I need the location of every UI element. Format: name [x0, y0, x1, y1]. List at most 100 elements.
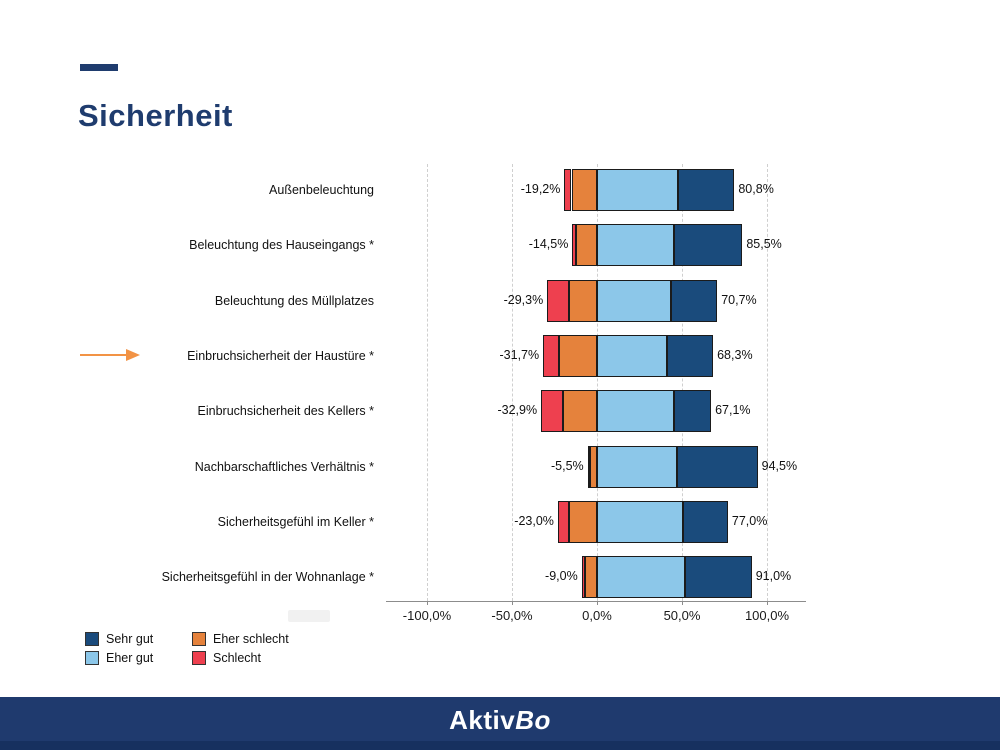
negative-value-label: -31,7% — [499, 348, 540, 363]
x-axis-tick-label: 100,0% — [744, 608, 790, 623]
brand-logo-regular: Aktiv — [449, 705, 516, 735]
bar-segment-schlecht — [572, 224, 576, 267]
x-axis-line — [386, 601, 806, 602]
annotation-arrow-head — [126, 349, 140, 361]
bar-row: Beleuchtung des Müllplatzes -29,3% 70,7% — [0, 279, 1000, 322]
bar-segment-eher-gut — [597, 556, 685, 599]
accent-dash — [80, 64, 118, 71]
bar-row: Nachbarschaftliches Verhältnis * -5,5% 94,… — [0, 445, 1000, 488]
bar-segment-eher-gut — [597, 169, 678, 211]
bar-row: Einbruchsicherheit des Kellers * -32,9% 67… — [0, 390, 1000, 433]
x-axis-tick — [427, 601, 428, 605]
positive-value-label: 77,0% — [731, 514, 768, 529]
bar-segment-sehr-gut — [682, 501, 728, 544]
negative-value-label: -14,5% — [528, 237, 569, 252]
category-label: Sicherheitsgefühl im Keller * — [217, 515, 374, 530]
bar-segment-eher-gut — [597, 445, 677, 488]
bar-segment-schlecht — [587, 445, 591, 488]
negative-value-label: -23,0% — [514, 514, 554, 529]
legend-label: Schlecht — [213, 651, 261, 665]
bar-row: Beleuchtung des Hauseingangs * -14,5% 85,5… — [0, 224, 1000, 267]
bar-row: Sicherheitsgefühl in der Wohnanlage * -9,… — [0, 556, 1000, 599]
x-axis-tick-label: 50,0% — [663, 608, 701, 623]
bar-segment-schlecht — [541, 390, 564, 433]
bar-segment-eher-schlecht — [590, 445, 597, 488]
x-axis-tick — [767, 601, 768, 605]
bar-row: Außenbeleuchtung -19,2% 80,8% — [0, 169, 1000, 211]
bar-segment-eher-schlecht — [571, 169, 597, 211]
positive-value-label: 94,5% — [761, 458, 798, 473]
bar-segment-eher-gut — [597, 390, 674, 433]
faint-artifact — [288, 610, 330, 622]
category-label: Einbruchsicherheit des Kellers * — [197, 404, 374, 419]
bar-segment-eher-schlecht — [575, 224, 597, 267]
positive-value-label: 91,0% — [755, 569, 792, 584]
x-axis-tick — [682, 601, 683, 605]
bar-segment-eher-gut — [597, 335, 667, 378]
legend-swatch-eher-gut — [85, 651, 99, 665]
bar-row: Einbruchsicherheit der Haustüre * -31,7% 6… — [0, 335, 1000, 378]
x-axis-tick-label: 0,0% — [582, 608, 612, 623]
bar-segment-eher-gut — [597, 279, 671, 322]
gridline--100,0% — [427, 164, 428, 601]
x-axis-tick — [512, 601, 513, 605]
x-axis-tick-label: -100,0% — [402, 608, 452, 623]
gridline--50,0% — [512, 164, 513, 601]
bar-segment-eher-schlecht — [559, 335, 597, 378]
legend-swatch-eher-schlecht — [192, 632, 206, 646]
gridline-100,0% — [767, 164, 768, 601]
page-title: Sicherheit — [78, 98, 233, 133]
footer-bar: AktivBo — [0, 697, 1000, 750]
chart-legend: Sehr gut Eher gut Eher schlecht Schlecht — [85, 631, 345, 675]
positive-value-label: 68,3% — [717, 348, 753, 363]
positive-value-label: 70,7% — [721, 292, 757, 307]
bar-segment-sehr-gut — [676, 445, 758, 488]
footer-bar-edge — [0, 741, 1000, 750]
x-axis-tick-label: -50,0% — [491, 608, 533, 623]
bar-segment-eher-gut — [597, 501, 683, 544]
category-label: Beleuchtung des Hauseingangs * — [189, 238, 374, 253]
bar-segment-schlecht — [557, 501, 569, 544]
negative-value-label: -32,9% — [497, 403, 538, 418]
annotation-arrow-icon — [80, 349, 140, 361]
category-label: Sicherheitsgefühl in der Wohnanlage * — [161, 570, 374, 585]
gridline-0,0% — [597, 164, 598, 601]
bar-segment-schlecht — [547, 279, 570, 322]
legend-swatch-schlecht — [192, 651, 206, 665]
bar-segment-schlecht — [543, 335, 560, 378]
legend-label: Eher schlecht — [213, 632, 289, 646]
x-axis-tick — [597, 601, 598, 605]
negative-value-label: -9,0% — [545, 569, 578, 584]
bar-segment-sehr-gut — [670, 279, 718, 322]
category-label: Beleuchtung des Müllplatzes — [214, 293, 374, 308]
gridline-50,0% — [682, 164, 683, 601]
brand-logo-italic: Bo — [515, 705, 551, 735]
positive-value-label: 67,1% — [715, 403, 751, 418]
positive-value-label: 85,5% — [746, 237, 782, 252]
positive-value-label: 80,8% — [738, 182, 774, 196]
bar-segment-sehr-gut — [674, 390, 712, 433]
bar-segment-sehr-gut — [666, 335, 714, 378]
bar-segment-eher-schlecht — [568, 501, 597, 544]
category-label: Außenbeleuchtung — [269, 183, 374, 197]
negative-value-label: -5,5% — [550, 458, 584, 473]
negative-value-label: -19,2% — [520, 182, 561, 196]
category-label: Einbruchsicherheit der Haustüre * — [187, 349, 374, 364]
bar-segment-eher-schlecht — [569, 279, 597, 322]
legend-label: Sehr gut — [106, 632, 154, 646]
bar-segment-eher-schlecht — [563, 390, 597, 433]
negative-value-label: -29,3% — [503, 292, 544, 307]
bar-segment-eher-gut — [597, 224, 674, 267]
category-label: Nachbarschaftliches Verhältnis * — [194, 459, 374, 474]
bar-segment-schlecht — [581, 556, 586, 599]
legend-swatch-sehr-gut — [85, 632, 99, 646]
legend-label: Eher gut — [106, 651, 154, 665]
bar-segment-schlecht — [564, 169, 572, 211]
bar-segment-eher-schlecht — [585, 556, 597, 599]
bar-segment-sehr-gut — [684, 556, 752, 599]
bar-segment-sehr-gut — [677, 169, 735, 211]
bar-segment-sehr-gut — [673, 224, 743, 267]
bar-row: Sicherheitsgefühl im Keller * -23,0% 77,0% — [0, 501, 1000, 544]
